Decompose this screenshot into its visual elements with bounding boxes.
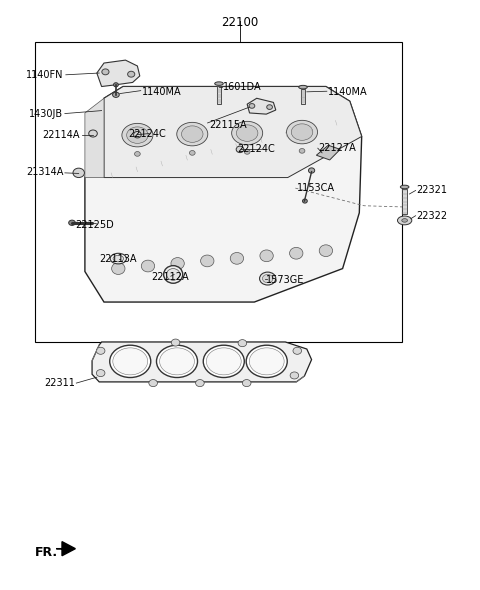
Text: 1140MA: 1140MA — [328, 87, 368, 97]
Ellipse shape — [102, 69, 109, 75]
Text: 1430JB: 1430JB — [29, 109, 63, 119]
Ellipse shape — [69, 220, 75, 225]
Ellipse shape — [237, 125, 258, 142]
Text: 22115A: 22115A — [209, 120, 247, 130]
Ellipse shape — [293, 348, 301, 355]
Ellipse shape — [291, 124, 313, 140]
Ellipse shape — [201, 255, 214, 267]
Ellipse shape — [122, 123, 153, 147]
Text: 21314A: 21314A — [26, 167, 63, 176]
Bar — [216, 86, 221, 104]
Ellipse shape — [171, 258, 184, 270]
Text: 22124C: 22124C — [128, 129, 166, 139]
Ellipse shape — [206, 348, 241, 375]
Ellipse shape — [319, 245, 333, 257]
Ellipse shape — [96, 369, 105, 376]
Ellipse shape — [190, 150, 195, 155]
Ellipse shape — [289, 247, 303, 259]
Ellipse shape — [397, 216, 412, 225]
Ellipse shape — [134, 152, 140, 156]
Ellipse shape — [267, 105, 273, 109]
Text: 22100: 22100 — [221, 16, 259, 29]
Text: 1140MA: 1140MA — [142, 87, 182, 97]
Text: FR.: FR. — [35, 546, 58, 559]
Ellipse shape — [156, 345, 198, 378]
Ellipse shape — [302, 199, 307, 203]
Ellipse shape — [242, 379, 251, 386]
Text: 22127A: 22127A — [319, 143, 357, 153]
Bar — [402, 189, 407, 214]
Polygon shape — [85, 87, 362, 302]
Ellipse shape — [299, 149, 305, 153]
Text: 22114A: 22114A — [43, 130, 80, 140]
Ellipse shape — [249, 104, 255, 108]
Ellipse shape — [110, 345, 151, 378]
Ellipse shape — [96, 348, 105, 355]
Ellipse shape — [203, 345, 244, 378]
Ellipse shape — [246, 345, 287, 378]
Ellipse shape — [127, 127, 148, 143]
Text: 22322: 22322 — [417, 211, 448, 221]
Text: 1153CA: 1153CA — [297, 183, 335, 193]
Ellipse shape — [309, 168, 315, 173]
Text: 1140FN: 1140FN — [26, 70, 63, 80]
Ellipse shape — [260, 272, 276, 285]
Polygon shape — [92, 342, 312, 382]
Ellipse shape — [236, 146, 244, 153]
Text: 22321: 22321 — [417, 185, 447, 195]
Bar — [300, 90, 305, 104]
Ellipse shape — [89, 130, 97, 137]
Polygon shape — [104, 87, 362, 178]
Polygon shape — [97, 60, 140, 87]
Ellipse shape — [290, 372, 299, 379]
Text: 1573GE: 1573GE — [266, 276, 305, 286]
Text: 22113A: 22113A — [99, 254, 137, 264]
Ellipse shape — [177, 122, 208, 146]
Ellipse shape — [215, 82, 223, 86]
Ellipse shape — [164, 266, 183, 283]
Polygon shape — [85, 99, 104, 178]
Ellipse shape — [287, 120, 318, 144]
Ellipse shape — [400, 185, 409, 189]
Ellipse shape — [181, 126, 203, 142]
Ellipse shape — [113, 348, 148, 375]
Text: 22311: 22311 — [45, 378, 75, 388]
Ellipse shape — [238, 340, 247, 347]
Ellipse shape — [260, 250, 273, 262]
Text: 22124C: 22124C — [238, 145, 276, 155]
Ellipse shape — [133, 132, 141, 138]
Ellipse shape — [113, 92, 119, 97]
Ellipse shape — [230, 253, 244, 264]
Ellipse shape — [113, 255, 123, 262]
Ellipse shape — [263, 274, 273, 283]
Ellipse shape — [299, 86, 307, 89]
Ellipse shape — [167, 268, 180, 280]
Ellipse shape — [196, 379, 204, 386]
Ellipse shape — [244, 149, 250, 154]
Ellipse shape — [73, 168, 84, 178]
Ellipse shape — [402, 219, 408, 222]
Text: 22125D: 22125D — [75, 219, 114, 230]
Ellipse shape — [110, 253, 126, 264]
Ellipse shape — [114, 83, 118, 87]
Text: 1601DA: 1601DA — [223, 81, 262, 91]
Ellipse shape — [149, 379, 157, 386]
Ellipse shape — [128, 71, 135, 77]
Text: 22112A: 22112A — [152, 273, 189, 283]
Ellipse shape — [232, 122, 263, 145]
Ellipse shape — [171, 339, 180, 346]
Ellipse shape — [141, 260, 155, 272]
Polygon shape — [247, 99, 276, 114]
Bar — [35, 42, 402, 342]
Polygon shape — [316, 145, 340, 160]
Ellipse shape — [112, 263, 125, 274]
Ellipse shape — [249, 348, 284, 375]
Ellipse shape — [159, 348, 194, 375]
FancyArrow shape — [56, 542, 75, 556]
